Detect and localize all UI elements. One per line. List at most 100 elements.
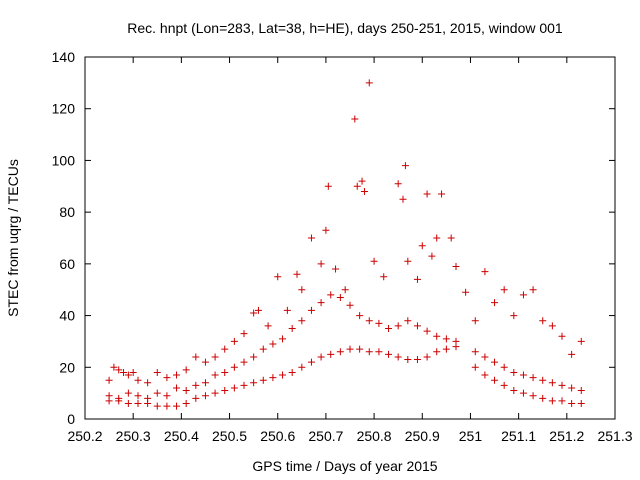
x-tick-label: 251.2 <box>549 428 584 444</box>
data-point <box>144 379 152 387</box>
data-point <box>163 402 171 410</box>
data-point <box>153 389 161 397</box>
data-point <box>259 345 267 353</box>
x-tick-label: 251 <box>459 428 483 444</box>
data-point <box>394 180 402 188</box>
y-tick-label: 60 <box>59 256 75 272</box>
data-point <box>548 379 556 387</box>
data-point <box>134 399 142 407</box>
data-point <box>510 312 518 320</box>
data-point <box>568 350 576 358</box>
data-point <box>356 345 364 353</box>
data-point <box>353 182 361 190</box>
data-point <box>269 374 277 382</box>
data-point <box>358 177 366 185</box>
data-point <box>250 353 258 361</box>
y-axis-label: STEC from uqrg / TECUs <box>5 159 21 317</box>
data-point <box>173 402 181 410</box>
data-point <box>404 317 412 325</box>
data-point <box>283 306 291 314</box>
data-point <box>365 317 373 325</box>
data-point <box>375 348 383 356</box>
data-point <box>399 195 407 203</box>
data-point <box>500 363 508 371</box>
data-point <box>307 234 315 242</box>
x-tick-label: 251.1 <box>501 428 536 444</box>
data-point <box>447 234 455 242</box>
data-point <box>192 353 200 361</box>
y-tick-label: 0 <box>67 411 75 427</box>
data-point <box>539 394 547 402</box>
data-point <box>423 327 431 335</box>
data-point <box>182 399 190 407</box>
data-point <box>307 306 315 314</box>
data-point <box>433 234 441 242</box>
data-point <box>568 384 576 392</box>
data-point <box>264 322 272 330</box>
y-tick-label: 140 <box>52 49 76 65</box>
data-point <box>201 358 209 366</box>
data-point <box>279 371 287 379</box>
data-point <box>307 358 315 366</box>
data-point <box>322 226 330 234</box>
data-point <box>332 265 340 273</box>
data-point <box>423 353 431 361</box>
x-tick-label: 250.5 <box>212 428 247 444</box>
data-point <box>418 242 426 250</box>
data-point <box>385 325 393 332</box>
data-point <box>539 376 547 384</box>
x-tick-label: 250.2 <box>67 428 102 444</box>
data-point <box>375 319 383 327</box>
data-point <box>471 317 479 325</box>
data-point <box>558 332 566 340</box>
data-point <box>452 262 460 270</box>
data-point <box>124 389 132 397</box>
data-point <box>380 273 388 281</box>
data-point <box>577 387 585 395</box>
data-point <box>500 286 508 294</box>
data-point <box>163 374 171 382</box>
data-point <box>324 182 332 190</box>
data-point <box>105 397 113 405</box>
y-tick-label: 20 <box>59 359 75 375</box>
data-point <box>173 371 181 379</box>
data-point <box>365 79 373 87</box>
data-point <box>221 368 229 376</box>
y-tick-label: 100 <box>52 152 76 168</box>
data-point <box>370 257 378 265</box>
data-point <box>129 368 137 376</box>
y-tick-label: 80 <box>59 204 75 220</box>
data-point <box>221 345 229 353</box>
data-point <box>438 190 446 198</box>
data-point <box>153 402 161 410</box>
data-point <box>211 371 219 379</box>
data-point <box>240 330 248 338</box>
x-tick-label: 250.6 <box>260 428 295 444</box>
data-point <box>491 299 499 307</box>
data-point <box>442 345 450 353</box>
data-point <box>298 363 306 371</box>
y-axis-ticks: 0 20 40 60 80 100 120 140 <box>52 49 615 427</box>
data-point <box>462 288 470 296</box>
data-point <box>105 376 113 384</box>
data-point <box>293 270 301 278</box>
data-point <box>360 187 368 195</box>
data-point <box>274 273 282 281</box>
data-point <box>182 366 190 374</box>
data-point <box>230 363 238 371</box>
data-point <box>385 350 393 358</box>
data-point <box>240 358 248 366</box>
data-point <box>163 392 171 400</box>
data-point <box>413 356 421 364</box>
x-axis-label: GPS time / Days of year 2015 <box>252 458 437 474</box>
data-point <box>298 317 306 325</box>
x-tick-label: 251.3 <box>597 428 632 444</box>
data-point <box>481 268 489 276</box>
data-point <box>269 340 277 348</box>
y-tick-label: 120 <box>52 101 76 117</box>
data-point <box>356 312 364 320</box>
data-point <box>327 291 335 299</box>
data-point <box>442 335 450 343</box>
data-point <box>452 343 460 351</box>
data-point <box>519 291 527 299</box>
